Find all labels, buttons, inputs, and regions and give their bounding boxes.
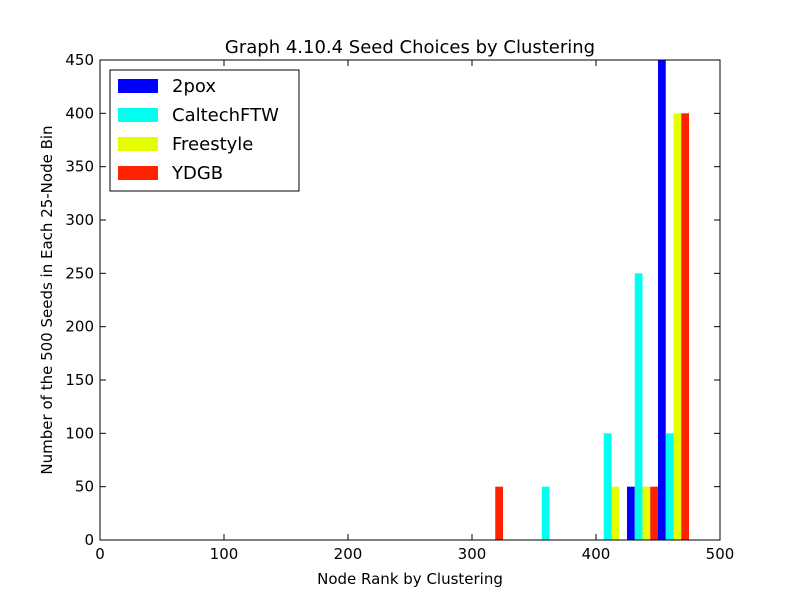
legend-swatch — [118, 166, 158, 180]
legend-swatch — [118, 79, 158, 93]
y-tick-label: 50 — [75, 478, 94, 496]
bar-freestyle — [642, 486, 651, 540]
bar-caltechftw — [603, 433, 612, 540]
y-tick-label: 0 — [84, 531, 94, 549]
bar-caltechftw — [541, 486, 550, 540]
bar-freestyle — [673, 113, 682, 540]
x-axis-ticks: 0 100 200 300 400 500 — [95, 60, 734, 563]
y-tick-label: 400 — [65, 104, 94, 122]
x-tick-label: 100 — [210, 545, 239, 563]
y-tick-label: 250 — [65, 264, 94, 282]
y-tick-label: 100 — [65, 424, 94, 442]
bar-caltechftw — [634, 273, 643, 540]
y-tick-label: 300 — [65, 211, 94, 229]
legend-label: YDGB — [171, 163, 223, 184]
y-axis-title: Number of the 500 Seeds in Each 25-Node … — [38, 125, 56, 474]
bar-freestyle — [611, 486, 620, 540]
bar-ydgb — [495, 486, 503, 540]
y-tick-label: 200 — [65, 318, 94, 336]
bar-caltechftw — [665, 433, 674, 540]
y-tick-label: 450 — [65, 51, 94, 69]
x-tick-label: 300 — [458, 545, 487, 563]
bars — [495, 60, 689, 540]
x-tick-label: 400 — [582, 545, 611, 563]
chart-title: Graph 4.10.4 Seed Choices by Clustering — [225, 37, 595, 58]
legend-swatch — [118, 108, 158, 122]
plot-frame — [99, 59, 721, 541]
x-tick-label: 500 — [706, 545, 735, 563]
bar-ydgb — [650, 486, 658, 540]
x-tick-label: 200 — [334, 545, 363, 563]
x-tick-label: 0 — [95, 545, 105, 563]
legend-label: 2pox — [172, 76, 216, 97]
bar-2pox — [658, 60, 666, 540]
x-axis-title: Node Rank by Clustering — [317, 570, 503, 588]
legend-label: Freestyle — [172, 134, 253, 155]
bar-ydgb — [681, 113, 689, 540]
y-tick-label: 150 — [65, 371, 94, 389]
legend: 2pox CaltechFTW Freestyle YDGB — [109, 69, 300, 192]
bar-2pox — [627, 486, 635, 540]
legend-label: CaltechFTW — [172, 105, 279, 126]
legend-swatch — [118, 137, 158, 151]
y-axis-ticks: 0 50 100 150 200 250 300 350 400 450 — [65, 51, 720, 549]
y-tick-label: 350 — [65, 158, 94, 176]
